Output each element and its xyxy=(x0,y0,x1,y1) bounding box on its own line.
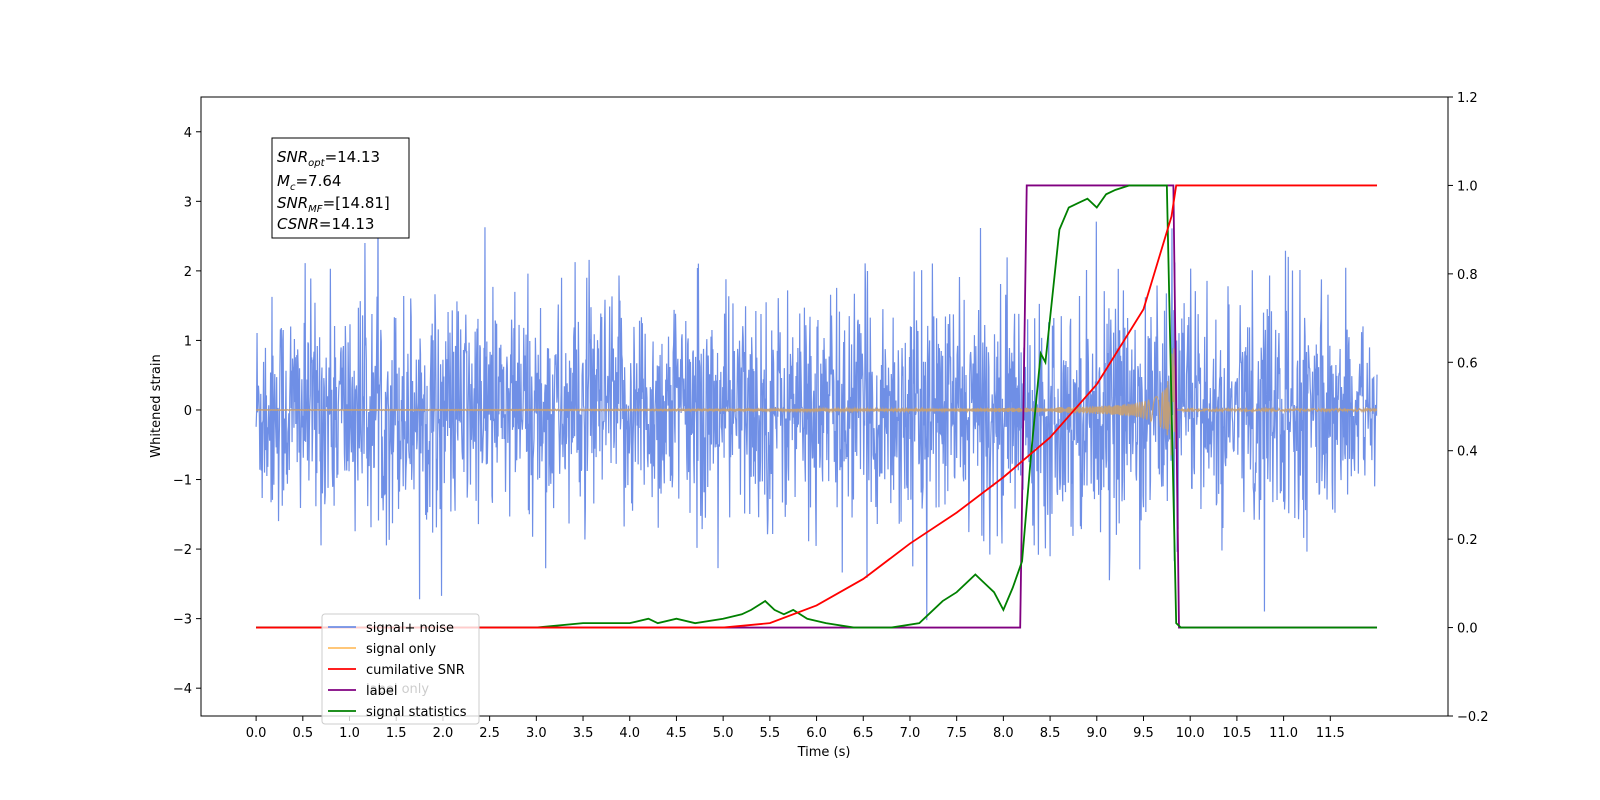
legend-label-2: cumilative SNR xyxy=(366,663,465,678)
annotation-line-3: SNRMF=[14.81] xyxy=(277,194,390,215)
x-tick-label-11: 5.5 xyxy=(760,726,781,741)
x-tick-label-8: 4.0 xyxy=(619,726,640,741)
y-tick-label-0: 4 xyxy=(184,126,192,141)
y-right-tick-label-7: −0.2 xyxy=(1457,710,1489,725)
x-tick-label-17: 8.5 xyxy=(1040,726,1061,741)
x-tick-label-9: 4.5 xyxy=(666,726,687,741)
legend: label only signal+ noise signal only cumil… xyxy=(321,613,480,725)
x-tick-label-14: 7.0 xyxy=(900,726,921,741)
x-tick-label-1: 0.5 xyxy=(292,726,313,741)
x-tick-label-18: 9.0 xyxy=(1086,726,1107,741)
y-tick-label-4: 0 xyxy=(184,404,192,419)
y-tick-label-5: −1 xyxy=(173,474,192,489)
x-axis-label: Time (s) xyxy=(797,745,851,760)
x-tick-label-22: 11.0 xyxy=(1269,726,1298,741)
x-tick-label-23: 11.5 xyxy=(1316,726,1345,741)
y-axis-label: Whitened strain xyxy=(149,354,164,457)
y-tick-label-2: 2 xyxy=(184,265,192,280)
legend-label-1: signal only xyxy=(366,642,436,657)
y-tick-label-1: 3 xyxy=(184,195,192,210)
series-cumulative-snr xyxy=(256,184,1378,629)
x-tick-label-0: 0.0 xyxy=(246,726,267,741)
legend-hidden-entry: label only xyxy=(366,682,429,697)
x-tick-label-7: 3.5 xyxy=(573,726,594,741)
legend-label-4: signal statistics xyxy=(366,705,467,720)
x-tick-label-3: 1.5 xyxy=(386,726,407,741)
legend-label-0: signal+ noise xyxy=(366,621,454,636)
axes-layer: 0.0 0.5 1.0 1.5 2.0 2.5 3.0 3.5 4.0 4.5 5.0 5.5 6.0 6… xyxy=(173,91,1489,741)
y-tick-label-7: −3 xyxy=(173,613,192,628)
x-tick-label-6: 3.0 xyxy=(526,726,547,741)
x-tick-label-2: 1.0 xyxy=(339,726,360,741)
x-tick-label-19: 9.5 xyxy=(1133,726,1154,741)
y-right-tick-label-6: 0.0 xyxy=(1457,622,1478,637)
annotation-frame xyxy=(271,137,410,239)
x-tick-label-13: 6.5 xyxy=(853,726,874,741)
legend-label-3: label xyxy=(366,684,397,699)
y-right-tick-label-5: 0.2 xyxy=(1457,533,1478,548)
y-tick-label-8: −4 xyxy=(173,682,192,697)
series-signal-noise xyxy=(255,197,1378,621)
annotation-line-1: SNRopt=14.13 xyxy=(277,148,380,169)
y-right-tick-label-3: 0.6 xyxy=(1457,356,1478,371)
legend-entries: signal+ noise signal only cumilative SNR la… xyxy=(328,621,467,720)
x-tick-label-20: 10.0 xyxy=(1176,726,1205,741)
x-tick-label-5: 2.5 xyxy=(479,726,500,741)
annotation-line-2: Mc=7.64 xyxy=(277,172,341,193)
x-tick-label-4: 2.0 xyxy=(433,726,454,741)
x-tick-label-21: 10.5 xyxy=(1222,726,1251,741)
x-tick-label-16: 8.0 xyxy=(993,726,1014,741)
y-right-tick-label-4: 0.4 xyxy=(1457,445,1478,460)
annotation-box: SNRopt=14.13 Mc=7.64 SNRMF=[14.81] CSNR=… xyxy=(271,137,410,239)
series-layer xyxy=(255,184,1378,629)
x-tick-label-12: 6.0 xyxy=(806,726,827,741)
x-tick-label-15: 7.5 xyxy=(946,726,967,741)
series-signal-statistics xyxy=(256,184,1378,629)
annotation-line-4: CSNR=14.13 xyxy=(277,215,374,233)
y-right-tick-label-1: 1.0 xyxy=(1457,179,1478,194)
y-tick-label-6: −2 xyxy=(173,543,192,558)
y-tick-label-3: 1 xyxy=(184,334,192,349)
series-signal-only xyxy=(255,348,1378,456)
y-right-tick-label-0: 1.2 xyxy=(1457,91,1478,106)
x-tick-label-10: 5.0 xyxy=(713,726,734,741)
plot-frame xyxy=(200,96,1449,717)
y-right-tick-label-2: 0.8 xyxy=(1457,268,1478,283)
legend-frame xyxy=(321,613,480,725)
